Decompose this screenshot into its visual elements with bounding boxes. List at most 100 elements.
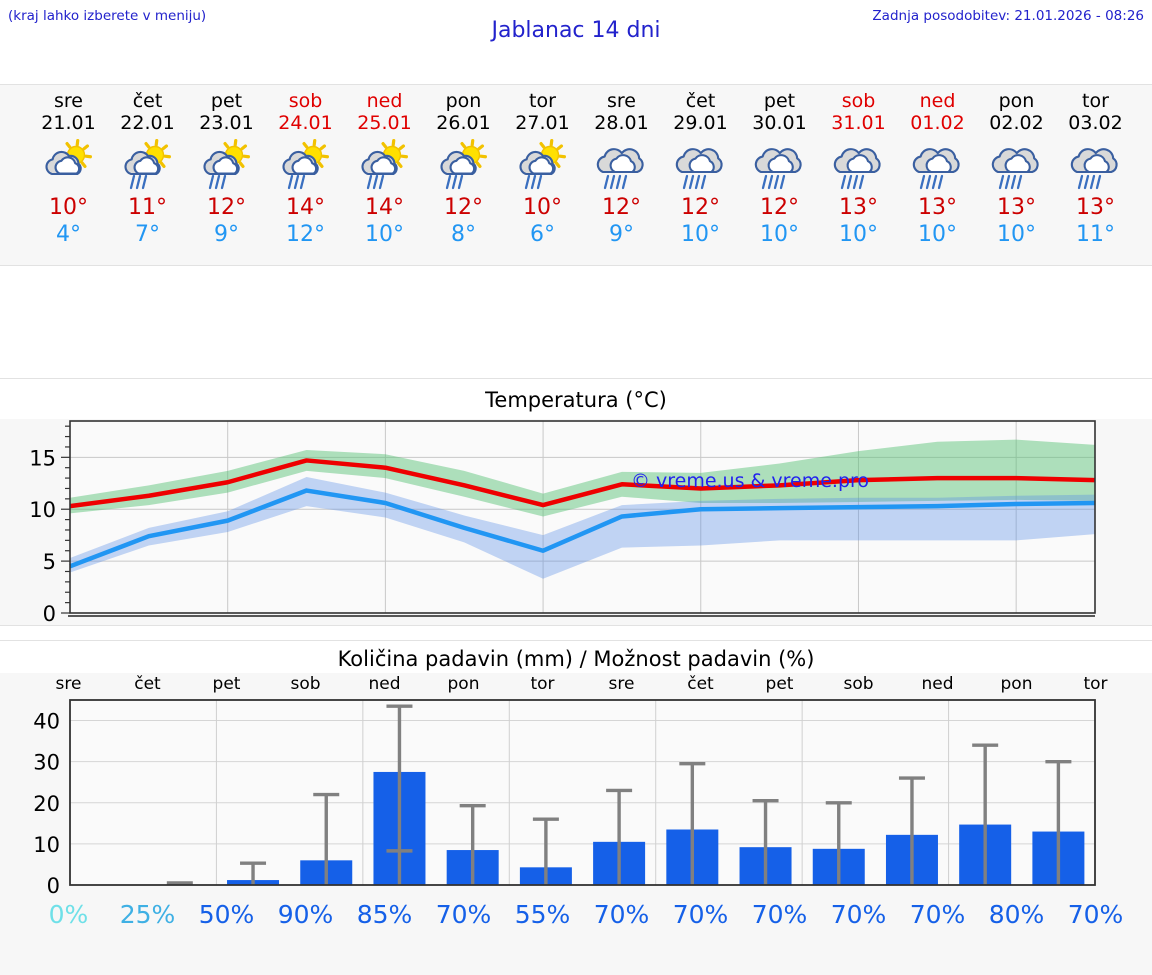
day-min-temp: 12° [286,222,325,247]
last-update-label: Zadnja posodobitev: 21.01.2026 - 08:26 [872,8,1144,24]
day-max-temp: 13° [1076,195,1115,220]
day-name: tor [529,90,556,112]
day-date: 25.01 [357,112,412,134]
day-name: pon [998,90,1035,112]
cloud-rain-icon [912,148,960,190]
day-max-temp: 12° [602,195,641,220]
temperature-plot: 0 5 10 15 © vreme.us & vreme.pro [29,420,1096,626]
day-min-temp: 10° [918,222,957,247]
day-column[interactable]: pon 26.01 12° 8° [424,85,503,267]
day-date: 26.01 [436,112,491,134]
day-column[interactable]: pon 02.02 13° 10° [977,85,1056,267]
precip-probability-label: 70% [435,900,492,929]
day-name: sob [841,90,876,112]
day-date: 02.02 [989,112,1044,134]
day-max-temp: 14° [365,195,404,220]
day-date: 30.01 [752,112,807,134]
day-column[interactable]: sre 28.01 12° 9° [582,85,661,267]
day-column[interactable]: čet 29.01 12° 10° [661,85,740,267]
day-max-temp: 14° [286,195,325,220]
day-min-temp: 10° [681,222,720,247]
day-name: tor [1082,90,1109,112]
precip-y-tick-label: 40 [33,710,60,734]
temp-y-tick-label: 5 [43,550,56,574]
day-name: sob [288,90,323,112]
day-min-temp: 7° [135,222,160,247]
day-max-temp: 12° [207,195,246,220]
day-name: sre [607,90,636,112]
day-name: ned [366,90,403,112]
day-column[interactable]: tor 03.02 13° 11° [1056,85,1135,267]
day-column[interactable]: čet 22.01 11° 7° [108,85,187,267]
day-min-temp: 8° [451,222,476,247]
day-column[interactable]: tor 27.01 10° 6° [503,85,582,267]
day-date: 01.02 [910,112,965,134]
precip-day-label: pet [765,674,794,694]
day-max-temp: 13° [918,195,957,220]
sun-cloud-rain-icon [360,139,408,190]
precip-probability-label: 70% [830,900,887,929]
day-max-temp: 12° [760,195,799,220]
temperature-chart: Temperatura (°C) 0 5 10 15 © vreme.us & vrem… [0,378,1152,626]
precip-probability-label: 70% [672,900,729,929]
location-menu-note[interactable]: (kraj lahko izberete v meniju) [8,8,207,24]
weather-icon-wrap [1056,138,1135,194]
day-column[interactable]: pet 23.01 12° 9° [187,85,266,267]
sun-cloud-rain-icon [439,139,487,190]
weather-icon-wrap [740,138,819,194]
day-date: 24.01 [278,112,333,134]
temp-series-line [69,488,1096,569]
day-min-temp: 10° [365,222,404,247]
day-min-temp: 10° [839,222,878,247]
precip-day-label: čet [687,674,714,694]
precip-axis-frame [69,699,1096,886]
precip-y-tick-label: 0 [47,874,60,898]
precip-day-label: sre [608,674,635,694]
day-date: 21.01 [41,112,96,134]
temp-uncertainty-band [70,477,1095,579]
day-column[interactable]: pet 30.01 12° 10° [740,85,819,267]
day-max-temp: 10° [49,195,88,220]
day-date: 23.01 [199,112,254,134]
day-date: 29.01 [673,112,728,134]
precip-day-label: tor [1083,674,1108,694]
day-date: 03.02 [1068,112,1123,134]
day-min-temp: 11° [1076,222,1115,247]
weather-icon-wrap [819,138,898,194]
day-max-temp: 11° [128,195,167,220]
precip-probability-label: 90% [277,900,334,929]
weather-icon-wrap [187,138,266,194]
precip-probability-label: 85% [356,900,413,929]
precip-probability-label: 25% [119,900,176,929]
day-name: ned [919,90,956,112]
day-name: pet [210,90,243,112]
precip-plot-bg [70,700,1095,885]
precip-day-label: pon [447,674,480,694]
precip-day-label: čet [134,674,161,694]
day-column[interactable]: sob 31.01 13° 10° [819,85,898,267]
day-max-temp: 13° [997,195,1036,220]
precip-day-label: sre [55,674,82,694]
day-date: 27.01 [515,112,570,134]
day-date: 28.01 [594,112,649,134]
cloud-rain-icon [991,148,1039,190]
day-column[interactable]: ned 25.01 14° 10° [345,85,424,267]
precip-y-tick-label: 10 [33,833,60,857]
day-column[interactable]: sre 21.01 10° 4° [29,85,108,267]
day-min-temp: 9° [214,222,239,247]
precip-probability-label: 55% [514,900,571,929]
cloud-rain-icon [833,148,881,190]
weather-icon-wrap [108,138,187,194]
precip-probability-label: 70% [593,900,650,929]
precip-day-label: pet [212,674,241,694]
day-column[interactable]: sob 24.01 14° 12° [266,85,345,267]
weather-icon-wrap [345,138,424,194]
day-name: pet [763,90,796,112]
weather-icon-wrap [661,138,740,194]
daily-forecast-strip: sre 21.01 10° 4° čet 22.01 11° 7° pet 23.01 12° 9° s… [0,84,1152,266]
precip-day-label: pon [1000,674,1033,694]
cloud-rain-icon [1070,148,1118,190]
sun-cloud-rain-icon [202,139,250,190]
day-column[interactable]: ned 01.02 13° 10° [898,85,977,267]
precipitation-chart: Količina padavin (mm) / Možnost padavin … [0,640,1152,940]
